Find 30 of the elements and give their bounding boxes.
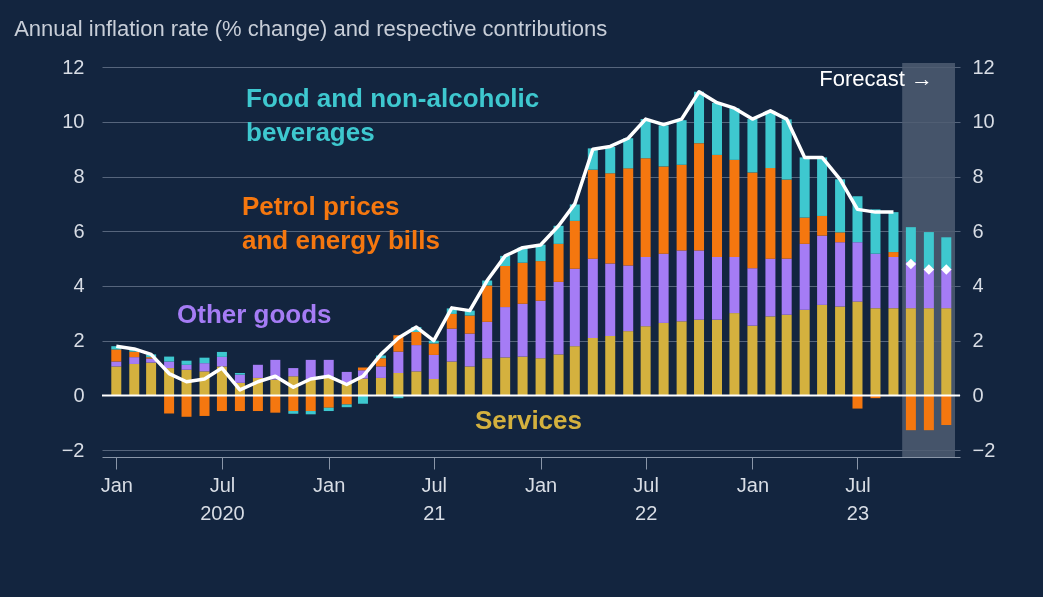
text: Petrol prices and energy bills	[242, 191, 440, 255]
series-label: Other goods	[177, 299, 332, 329]
y2-tick-label: 8	[972, 165, 984, 188]
y-tick-label: 6	[73, 219, 85, 242]
y2-tick-label: 12	[972, 55, 995, 78]
y2-tick-label: 2	[972, 329, 984, 352]
y2-tick-label: 6	[972, 219, 984, 242]
y2-tick-label: 10	[972, 110, 995, 133]
x-tick-label: Jan	[313, 473, 346, 496]
y-tick-label: 2	[73, 329, 85, 352]
y2-tick-label: −2	[972, 438, 996, 461]
x-tick-label: Jul 2020	[200, 473, 245, 524]
series-label: Services	[475, 405, 582, 435]
x-tick-label: Jan	[736, 473, 770, 496]
y2-tick-label: 0	[972, 383, 984, 406]
y-tick-label: 0	[73, 383, 85, 406]
y-tick-label: −2	[61, 438, 85, 461]
y-tick-label: 4	[73, 274, 85, 297]
y2-tick-label: 4	[972, 274, 984, 297]
x-tick-label: Jan	[524, 473, 558, 496]
x-tick-label: Jul 21	[421, 473, 448, 524]
x-tick-label: Jan	[100, 473, 133, 496]
y-tick-label: 10	[62, 110, 85, 133]
y-tick-label: 8	[73, 165, 85, 188]
y-tick-label: 12	[62, 55, 85, 78]
chart-title: Annual inflation rate (% change) and respective contributions	[14, 16, 608, 42]
x-tick-label: Jul 23	[845, 473, 871, 524]
x-tick-label: Jul 22	[633, 473, 659, 524]
band-label: Forecast →	[819, 66, 933, 91]
series-label: Food and non-alcoholic beverages	[246, 83, 540, 147]
